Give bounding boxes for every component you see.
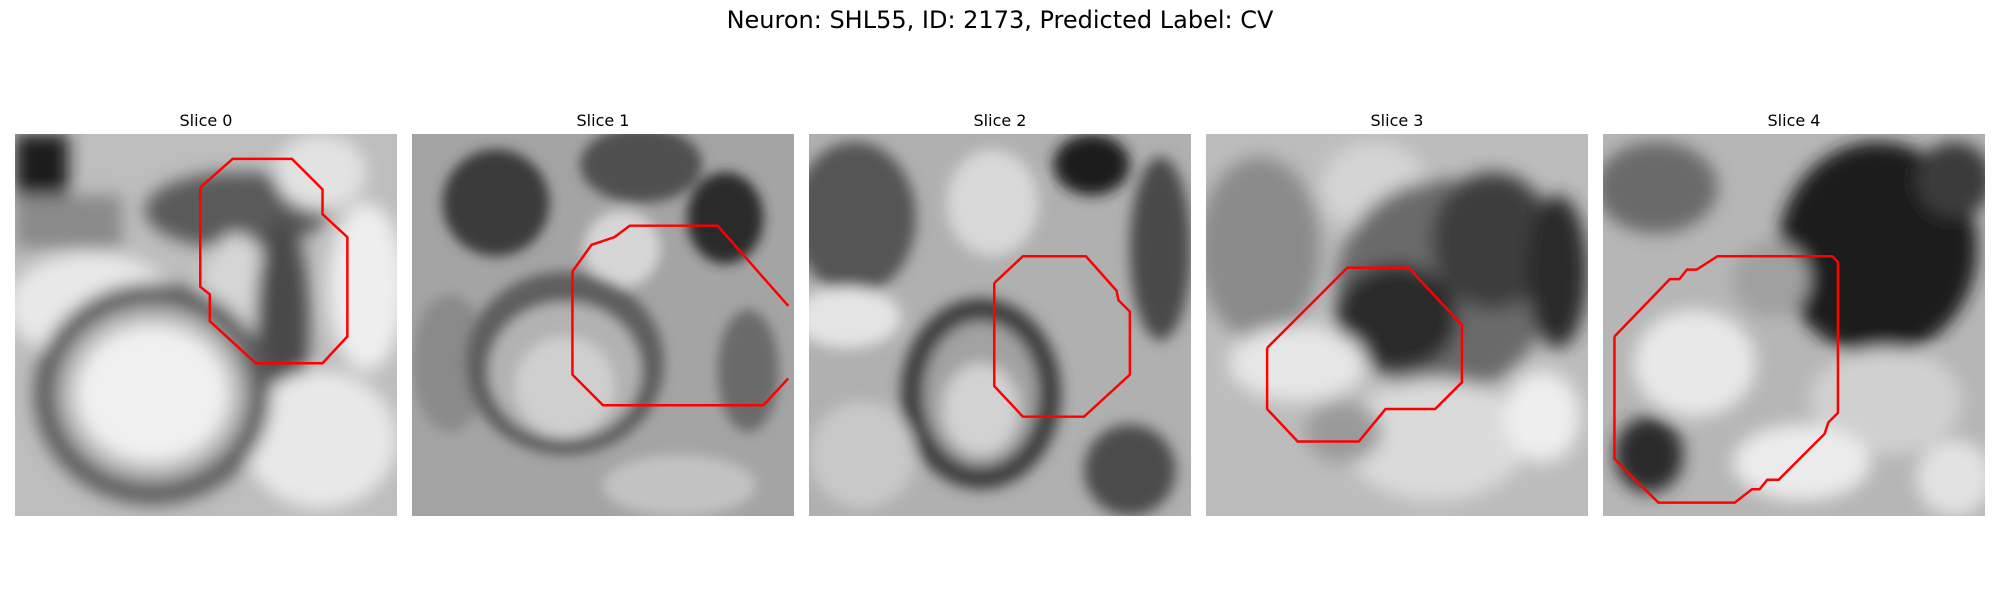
slice-image-4 — [1603, 134, 1985, 516]
slice-panel-2: Slice 2 — [809, 108, 1191, 516]
slice-title-1: Slice 1 — [576, 111, 630, 130]
slice-panel-0: Slice 0 — [15, 108, 397, 516]
figure-title: Neuron: SHL55, ID: 2173, Predicted Label… — [726, 6, 1274, 34]
slice-panel-4: Slice 4 — [1603, 108, 1985, 516]
slice-title-4: Slice 4 — [1767, 111, 1821, 130]
slice-image-2 — [809, 134, 1191, 516]
slice-image-3 — [1206, 134, 1588, 516]
slice-title-3: Slice 3 — [1370, 111, 1424, 130]
slice-title-2: Slice 2 — [973, 111, 1027, 130]
slice-image-0 — [15, 134, 397, 516]
slice-image-1 — [412, 134, 794, 516]
slice-title-0: Slice 0 — [179, 111, 233, 130]
slice-panel-3: Slice 3 — [1206, 108, 1588, 516]
slice-panel-1: Slice 1 — [412, 108, 794, 516]
